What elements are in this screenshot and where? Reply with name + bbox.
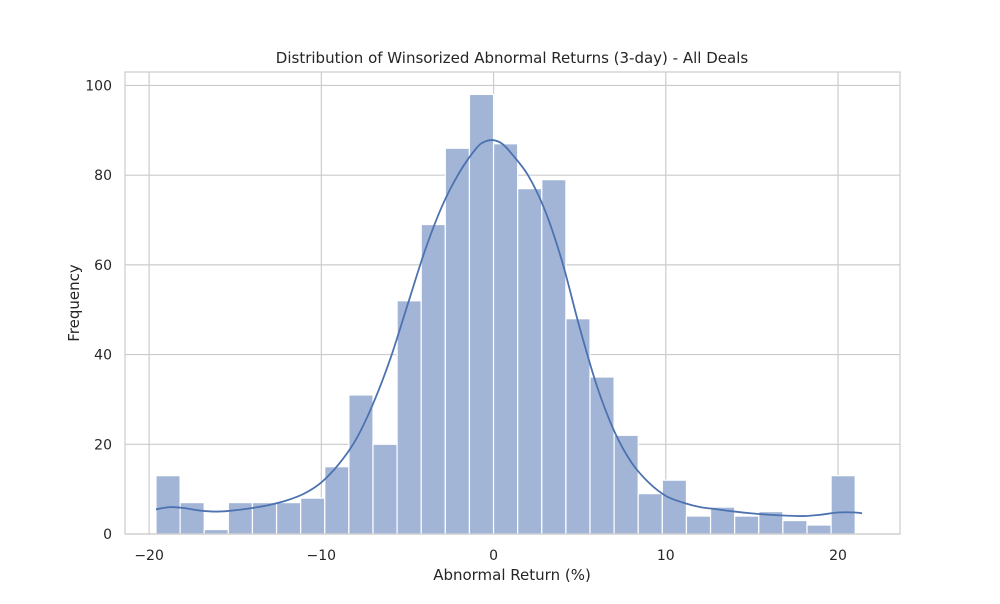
tick-layer: −20 −10 0 10 20 0 20 40 60 80 100 bbox=[85, 78, 847, 564]
histogram-bar bbox=[227, 502, 254, 535]
histogram-bar bbox=[468, 93, 495, 535]
histogram-bar bbox=[203, 528, 229, 535]
y-tick-label: 40 bbox=[94, 348, 112, 364]
chart-title: Distribution of Winsorized Abnormal Retu… bbox=[276, 49, 749, 67]
histogram-bar bbox=[830, 475, 856, 535]
histogram-bar bbox=[661, 479, 688, 535]
x-tick-label: −10 bbox=[307, 548, 337, 564]
histogram-bar bbox=[541, 179, 567, 535]
histogram-bar bbox=[420, 223, 446, 535]
histogram-bar bbox=[517, 188, 543, 535]
y-tick-label: 80 bbox=[94, 168, 112, 184]
histogram-bar bbox=[782, 519, 808, 535]
plot-frame bbox=[124, 71, 901, 535]
histogram-bar bbox=[372, 443, 398, 535]
histogram-bar bbox=[275, 502, 302, 535]
histogram-bar bbox=[637, 493, 663, 535]
histogram-bar bbox=[492, 143, 519, 535]
histogram-bar bbox=[300, 497, 326, 535]
x-tick-label: 20 bbox=[829, 548, 847, 564]
histogram-bar bbox=[155, 475, 181, 535]
y-tick-label: 60 bbox=[94, 258, 112, 274]
bar-layer bbox=[155, 93, 856, 535]
x-tick-label: −20 bbox=[134, 548, 164, 564]
histogram-bar bbox=[348, 394, 374, 535]
histogram-bar bbox=[396, 300, 422, 535]
y-axis-label: Frequency bbox=[65, 264, 83, 342]
histogram-bar bbox=[734, 515, 760, 535]
y-tick-label: 0 bbox=[103, 527, 112, 543]
histogram-bar bbox=[806, 524, 832, 535]
x-axis-label: Abnormal Return (%) bbox=[433, 566, 591, 584]
x-tick-label: 10 bbox=[657, 548, 675, 564]
histogram-bar bbox=[565, 318, 591, 535]
kde-layer bbox=[155, 139, 863, 517]
x-tick-label: 0 bbox=[489, 548, 498, 564]
histogram-bar bbox=[685, 515, 712, 535]
y-tick-label: 100 bbox=[85, 78, 112, 94]
histogram-bar bbox=[444, 147, 471, 535]
y-tick-label: 20 bbox=[94, 437, 112, 453]
histogram-bar bbox=[613, 434, 639, 535]
kde-line bbox=[155, 139, 863, 517]
